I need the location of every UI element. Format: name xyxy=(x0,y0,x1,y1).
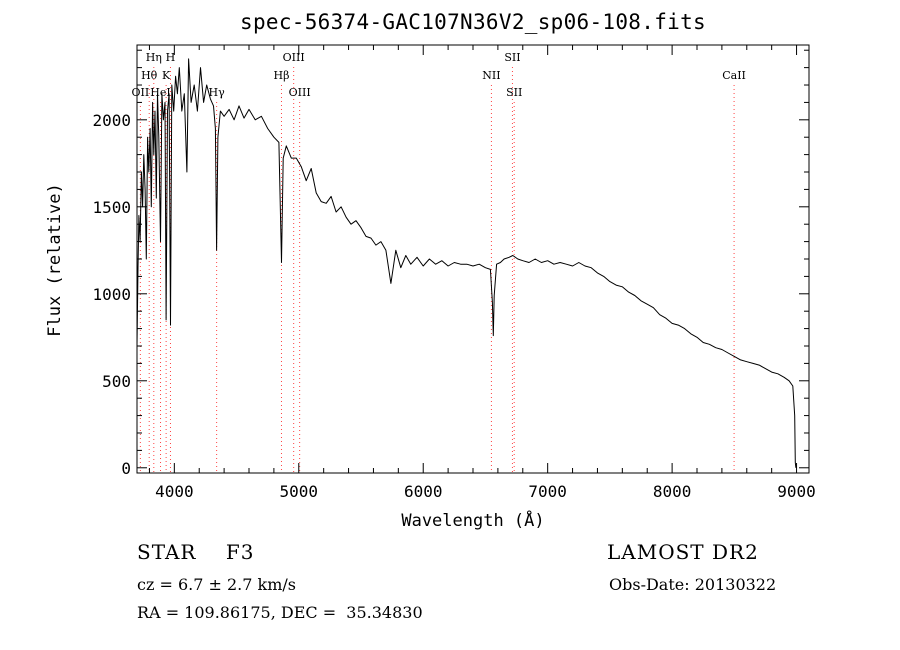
spectral-line-label: Hβ xyxy=(274,69,290,82)
y-tick-label: 500 xyxy=(102,372,131,391)
x-tick-label: 8000 xyxy=(653,482,692,501)
y-axis: 0 500 1000 1500 2000 xyxy=(92,49,809,478)
x-tick-label: 5000 xyxy=(280,482,319,501)
spectral-line-label: K xyxy=(162,69,171,82)
spectral-line-label: OIII xyxy=(289,86,311,99)
redshift-velocity: cz = 6.7 ± 2.7 km/s xyxy=(137,575,296,594)
coordinates: RA = 109.86175, DEC = 35.34830 xyxy=(137,603,423,622)
y-axis-label: Flux (relative) xyxy=(45,183,65,337)
spectral-line-label: Hγ xyxy=(209,86,226,99)
spectrum-line xyxy=(136,58,797,468)
x-tick-label: 9000 xyxy=(777,482,816,501)
spectral-line-label: OIII xyxy=(283,51,305,64)
spectral-line-label: SII xyxy=(506,86,522,99)
survey-name: LAMOST DR2 xyxy=(607,540,759,564)
spectral-line-label: Hη xyxy=(146,51,162,64)
spectral-line-labels: OII Hθ Hη HeI KH Hγ Hβ OIII OIII NII SII SII CaII xyxy=(132,51,746,99)
y-tick-label: 1500 xyxy=(92,198,131,217)
chart-title: spec-56374-GAC107N36V2_sp06-108.fits xyxy=(240,10,706,34)
spectral-line-label: HeI xyxy=(150,86,170,99)
spectral-line-label: OII xyxy=(132,86,150,99)
spectral-line-label: CaII xyxy=(722,69,746,82)
x-tick-label: 6000 xyxy=(404,482,443,501)
y-tick-label: 1000 xyxy=(92,285,131,304)
x-tick-label: 7000 xyxy=(528,482,567,501)
spectral-line-label: SII xyxy=(504,51,520,64)
spectral-line-label: NII xyxy=(482,69,500,82)
y-tick-label: 2000 xyxy=(92,111,131,130)
y-tick-label: 0 xyxy=(121,459,131,478)
observation-date: Obs-Date: 20130322 xyxy=(609,575,777,594)
spectral-line-markers xyxy=(139,67,735,473)
x-axis: 4000 5000 6000 7000 8000 9000 xyxy=(148,45,816,501)
spectral-line-label: Hθ xyxy=(141,69,158,82)
x-tick-label: 4000 xyxy=(155,482,194,501)
object-class: STAR F3 xyxy=(137,540,255,564)
spectral-line-label: H xyxy=(166,51,176,64)
x-axis-label: Wavelength (Å) xyxy=(401,511,545,531)
